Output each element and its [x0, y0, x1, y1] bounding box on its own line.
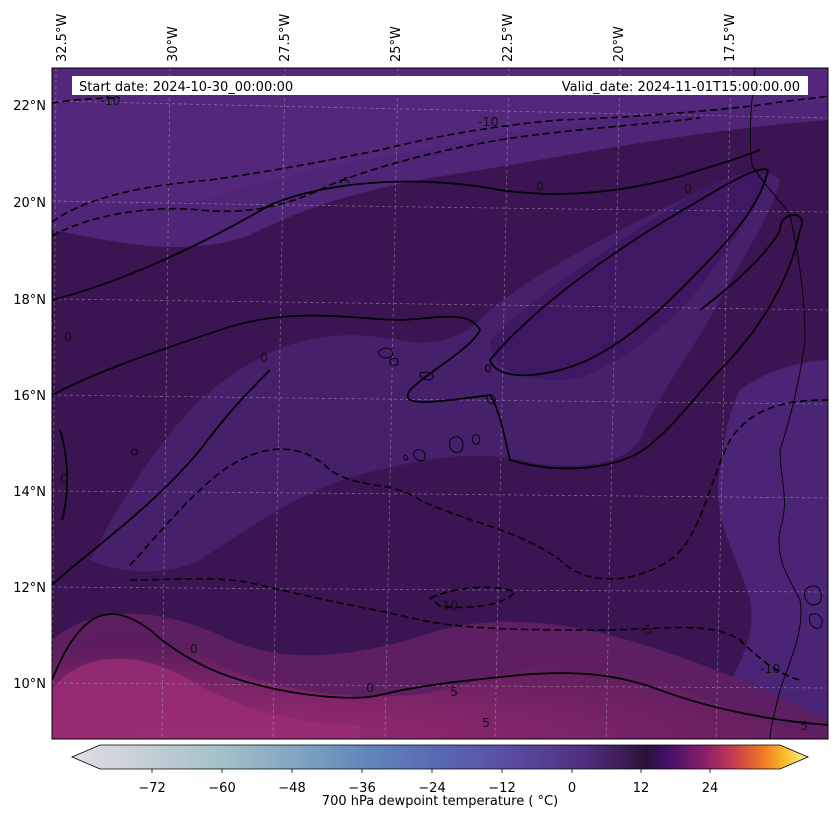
- contour-label: 0: [260, 350, 268, 365]
- colorbar-fill: [70, 744, 810, 770]
- contour-label: 5: [800, 718, 808, 733]
- lon-label: 25°W: [389, 26, 404, 62]
- colorbar-tick-label: −60: [208, 781, 235, 796]
- contour-label: -5: [640, 622, 652, 637]
- lon-label: 22.5°W: [501, 14, 516, 62]
- lon-label: 20°W: [612, 26, 627, 62]
- contour-label-group: -10 -10 -5 0 0 0 0 0 -10 -5 0 0 5 -10 5 …: [60, 93, 808, 733]
- lon-label: 30°W: [166, 26, 181, 62]
- lat-label: 20°N: [13, 196, 46, 211]
- contour-label: -10: [438, 598, 458, 613]
- contour-label: -10: [478, 114, 498, 129]
- contour-negative: [52, 95, 828, 681]
- lat-label: 14°N: [13, 485, 46, 500]
- colorbar-tick-label: −72: [138, 781, 165, 796]
- colorbar: −72 −60 −48 −36 −24 −12 0 12 24 700 hPa …: [70, 744, 810, 809]
- graticule: [52, 68, 828, 739]
- contour-label: 0: [60, 471, 68, 486]
- contour-label: 0: [536, 179, 544, 194]
- lon-label: 27.5°W: [278, 14, 293, 62]
- lat-label: 12°N: [13, 581, 46, 596]
- coastlines: [130, 68, 823, 739]
- dry-core-northeast: [490, 172, 766, 380]
- colorbar-tick-label: −24: [418, 781, 445, 796]
- lat-label: 22°N: [13, 99, 46, 114]
- contour-label: 0: [190, 641, 198, 656]
- colorbar-tick-label: −48: [278, 781, 305, 796]
- colorbar-tick-label: 24: [702, 781, 719, 796]
- contour-label: -10: [100, 93, 120, 108]
- colorbar-title: 700 hPa dewpoint temperature ( °C): [322, 794, 558, 809]
- map-frame: [51, 67, 829, 740]
- info-bar: [72, 76, 808, 95]
- contour-label: -10: [760, 661, 780, 676]
- colorbar-tick-label: −12: [488, 781, 515, 796]
- contour-label: 5: [482, 715, 490, 730]
- start-date-label: Start date: 2024-10-30_00:00:00: [79, 80, 293, 95]
- map-panel: [52, 68, 828, 739]
- contour-label: 0: [366, 680, 374, 695]
- contour-label: 0: [684, 181, 692, 196]
- lat-label: 10°N: [13, 677, 46, 692]
- lat-label: 18°N: [13, 293, 46, 308]
- warm-belt-south-hot: [52, 658, 360, 739]
- colorbar-ticks: [151, 769, 711, 773]
- latitude-labels: 22°N 20°N 18°N 16°N 14°N 12°N 10°N: [13, 99, 46, 692]
- lon-label: 32.5°W: [55, 14, 70, 62]
- colorbar-tick-label: −36: [348, 781, 375, 796]
- longitude-labels: 32.5°W 30°W 27.5°W 25°W 22.5°W 20°W 17.5…: [55, 14, 738, 62]
- contour-label: 5: [450, 684, 458, 699]
- valid-date-label: Valid_date: 2024-11-01T15:00:00.00: [562, 80, 800, 95]
- lat-label: 16°N: [13, 389, 46, 404]
- lon-label: 17.5°W: [723, 14, 738, 62]
- colorbar-tick-label: 0: [568, 781, 576, 796]
- contour-zero: [52, 149, 828, 726]
- colorbar-tick-label: 12: [633, 781, 650, 796]
- contour-label: 0: [64, 329, 72, 344]
- contour-label: -5: [338, 174, 350, 189]
